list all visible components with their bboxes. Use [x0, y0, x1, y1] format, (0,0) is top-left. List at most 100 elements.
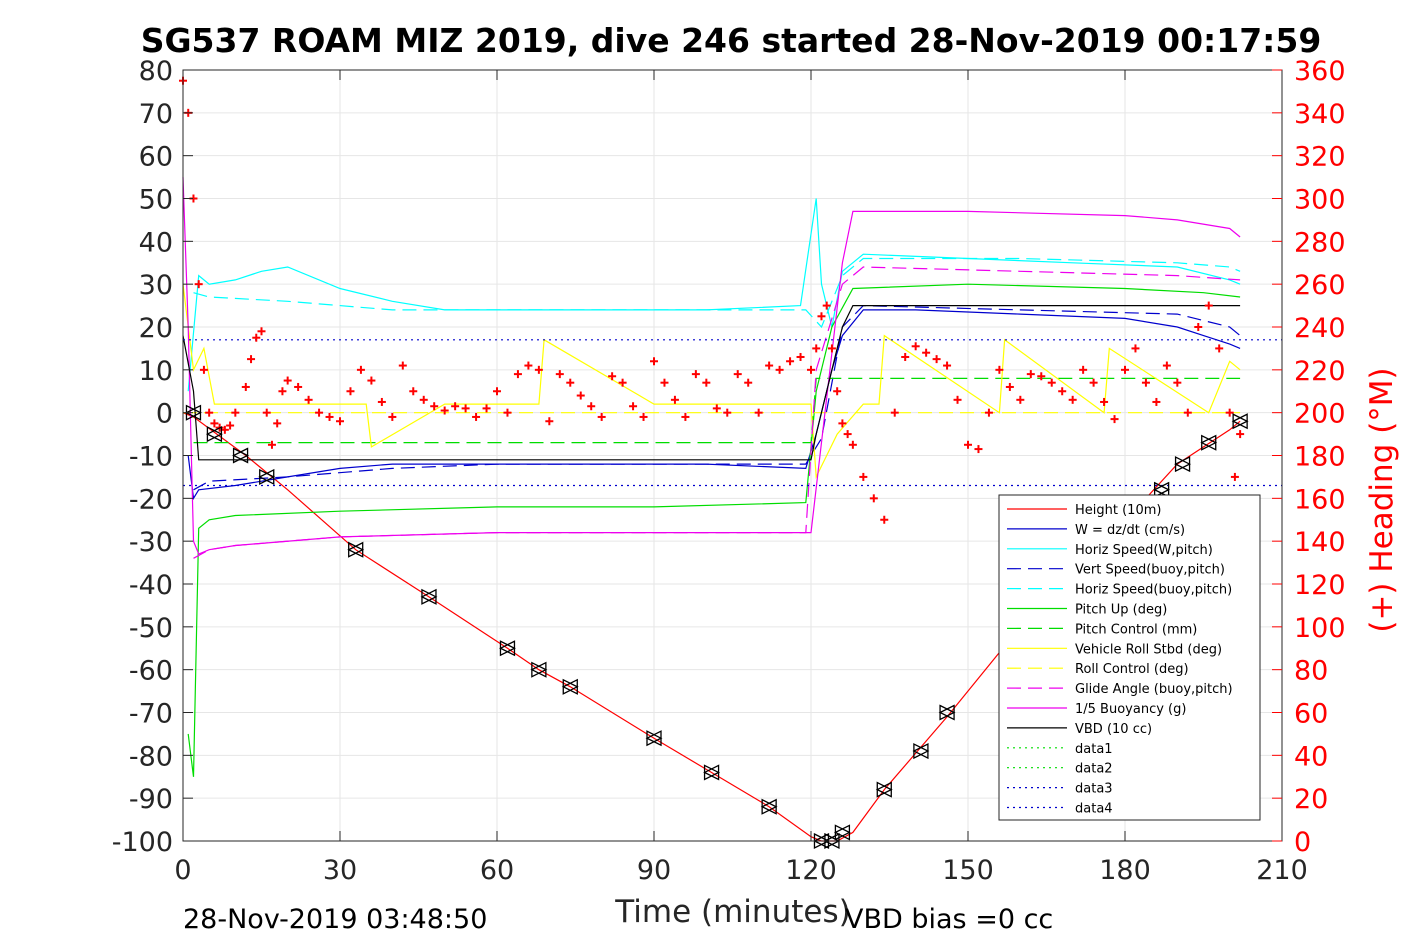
- y2-tick-label: 160: [1294, 484, 1346, 515]
- height-marker: [1153, 481, 1171, 498]
- y2-tick-label: 80: [1294, 656, 1328, 687]
- heading-point: [775, 365, 784, 374]
- marker-triangle-left: [912, 742, 929, 760]
- marker-triangle-left: [875, 781, 892, 798]
- heading-point: [1121, 365, 1129, 374]
- y2-tick-label: 220: [1294, 356, 1346, 387]
- series-line-pitch-control-mm: [193, 377, 1241, 444]
- footer-vbd-bias: VBD bias =0 cc: [845, 904, 1053, 935]
- legend-entry: Horiz Speed(W,pitch): [1075, 543, 1213, 558]
- heading-point: [247, 355, 256, 364]
- heading-point: [1016, 395, 1025, 404]
- marker-triangle-left: [347, 541, 364, 558]
- marker-triangle-left: [760, 798, 777, 815]
- heading-point: [597, 412, 606, 421]
- heading-point: [210, 419, 219, 428]
- heading-point: [681, 412, 690, 421]
- marker-triangle-left: [185, 404, 202, 421]
- heading-point: [974, 445, 983, 454]
- heading-point: [493, 387, 501, 396]
- heading-point: [702, 378, 711, 387]
- height-marker: [645, 730, 663, 747]
- y2-tick-label: 140: [1294, 527, 1346, 558]
- heading-point: [1058, 387, 1067, 396]
- heading-point: [639, 412, 648, 421]
- heading-point: [346, 387, 355, 396]
- heading-point: [1110, 415, 1119, 424]
- marker-triangle-left: [530, 661, 547, 678]
- heading-point: [273, 419, 282, 428]
- series-line-pitch-up-deg: [187, 283, 1241, 777]
- marker-triangle-left: [499, 640, 516, 657]
- legend-entry: Vehicle Roll Stbd (deg): [1075, 642, 1222, 657]
- heading-point: [1100, 397, 1109, 406]
- height-marker: [875, 781, 893, 798]
- marker-triangle-left: [833, 824, 851, 841]
- heading-point: [786, 357, 795, 366]
- marker-triangle-left: [1174, 456, 1191, 473]
- y-tick-label: -90: [129, 784, 173, 815]
- y2-tick-label: 180: [1294, 442, 1346, 473]
- x-tick-label: 60: [480, 855, 514, 886]
- legend-entry: Pitch Control (mm): [1075, 622, 1197, 637]
- heading-point: [262, 408, 271, 417]
- heading-point: [1183, 408, 1192, 417]
- chart-title: SG537 ROAM MIZ 2019, dive 246 started 28…: [141, 21, 1322, 60]
- y2-axis-label: (+) Heading (°M): [1364, 367, 1400, 632]
- y-tick-label: 30: [139, 270, 173, 301]
- heading-point: [1079, 365, 1088, 374]
- marker-triangle-left: [258, 468, 275, 485]
- legend-entry: data1: [1075, 742, 1113, 757]
- y-tick-label: 70: [139, 99, 173, 130]
- series-line-vehicle-roll-stbd-deg: [182, 284, 1241, 480]
- heading-point: [503, 408, 512, 417]
- legend-entry: Glide Angle (buoy,pitch): [1075, 682, 1233, 697]
- legend-entry: Pitch Up (deg): [1075, 603, 1167, 618]
- heading-point: [817, 312, 826, 321]
- heading-point: [859, 472, 868, 481]
- heading-point: [367, 376, 376, 385]
- y-tick-label: 20: [139, 313, 173, 344]
- marker-triangle-left: [645, 730, 662, 747]
- heading-point: [618, 378, 627, 387]
- y2-tick-label: 320: [1294, 142, 1346, 173]
- y2-tick-label: 20: [1294, 784, 1328, 815]
- heading-point: [278, 387, 287, 396]
- heading-point: [1215, 344, 1224, 353]
- height-marker: [1174, 456, 1192, 473]
- heading-point: [629, 402, 638, 411]
- heading-point: [440, 406, 449, 415]
- heading-point: [545, 417, 554, 426]
- legend-entry: 1/5 Buoyancy (g): [1075, 702, 1186, 717]
- height-marker: [938, 704, 956, 721]
- heading-point: [1173, 378, 1182, 387]
- height-marker: [530, 661, 548, 678]
- heading-point: [257, 327, 266, 336]
- heading-point: [1131, 344, 1140, 353]
- heading-point: [472, 412, 481, 421]
- heading-point: [843, 430, 852, 439]
- legend-entry: data4: [1075, 802, 1113, 817]
- y-tick-label: -40: [129, 570, 173, 601]
- heading-point: [869, 494, 878, 503]
- y-tick-label: -80: [129, 741, 173, 772]
- heading-point: [1005, 382, 1014, 391]
- heading-point: [194, 280, 203, 289]
- heading-point: [226, 421, 235, 430]
- heading-point: [283, 376, 292, 385]
- heading-point: [796, 352, 805, 361]
- heading-point: [901, 352, 910, 361]
- axis-ticks: 0 30 60 90 120 150 180 21080706050403020100-10-…: [112, 56, 1346, 886]
- x-tick-label: 0: [174, 855, 191, 886]
- heading-point: [587, 402, 596, 411]
- heading-point: [1230, 472, 1239, 481]
- marker-triangle-left: [703, 764, 720, 781]
- heading-point: [827, 344, 836, 353]
- heading-point: [1204, 301, 1213, 310]
- y-tick-label: 40: [139, 227, 173, 258]
- heading-point: [995, 365, 1004, 374]
- height-marker: [347, 541, 365, 558]
- x-tick-label: 120: [785, 855, 837, 886]
- heading-point: [670, 395, 679, 404]
